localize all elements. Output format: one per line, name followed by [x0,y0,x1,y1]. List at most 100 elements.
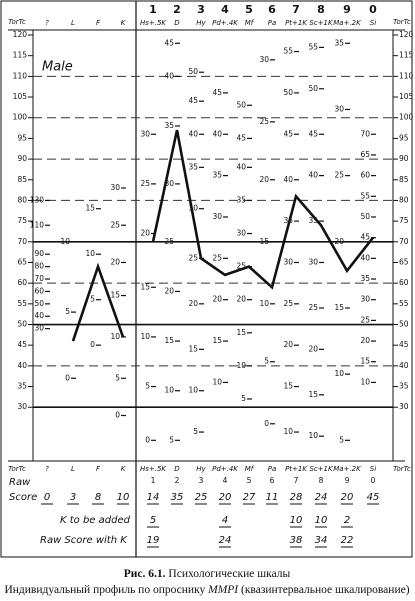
raw-scale-label: 70 [34,274,44,283]
raw-scale-label: 20 [360,336,370,345]
raw-scale-label: 30 [34,324,44,333]
frame [0,0,413,558]
y-tick-label: 115 [13,51,28,60]
score-value: 22 [341,535,354,546]
y-tick-label: 95 [399,133,409,142]
raw-scale-label: 30 [140,129,150,138]
scale-number: 3 [199,476,204,485]
score-value: 4 [222,515,228,526]
raw-scale-label: 25 [188,253,198,262]
raw-scale-label: 5 [169,435,174,444]
column-header: F [96,19,101,27]
raw-scale-label: 40 [164,71,174,80]
raw-scale-label: 50 [34,299,44,308]
column-header: Si [370,19,376,27]
raw-scale-label: 30 [188,204,198,213]
score-value: 27 [243,492,256,503]
raw-scale-label: 30 [360,295,370,304]
scale-number: 7 [292,3,300,16]
y-tick-label: 55 [17,299,27,308]
raw-scale-label: 40 [283,175,293,184]
y-tick-label: 120 [13,30,28,39]
raw-scale-label: 20 [308,344,318,353]
scale-number: 8 [319,476,324,485]
column-header: Pt+1K [285,19,308,27]
raw-scale-label: 20 [236,295,246,304]
raw-scale-label: 55 [283,47,293,56]
raw-scale-label: 0 [145,435,150,444]
y-tick-label: 50 [17,320,27,329]
score-value: 8 [95,492,101,503]
raw-scale-label: 0 [115,411,120,420]
y-tick-label: 80 [399,195,409,204]
axis-label: TorTc [8,465,26,473]
y-tick-label: 70 [17,237,27,246]
raw-scale-label: 5 [145,382,150,391]
y-tick-label: 110 [13,71,28,80]
row-label: K to be added [60,515,131,526]
raw-scale-label: 15 [308,390,318,399]
raw-scale-label: 25 [308,303,318,312]
raw-scale-label: 55 [360,191,370,200]
y-tick-label: 105 [399,92,414,101]
score-value: 10 [117,492,130,503]
raw-scale-label: 50 [308,84,318,93]
column-header: ? [45,19,49,27]
scale-number: 4 [223,476,228,485]
y-tick-label: 60 [17,278,27,287]
y-tick-label: 105 [13,92,28,101]
score-value: 3 [70,492,76,503]
scale-number: 6 [268,3,276,16]
raw-scale-label: 0 [264,419,269,428]
raw-scale-label: 20 [334,237,344,246]
score-value: 10 [315,515,328,526]
raw-scale-label: 60 [34,286,44,295]
column-header: L [71,19,75,27]
raw-scale-label: 5 [241,394,246,403]
raw-scale-label: 20 [110,257,120,266]
raw-scale-label: 15 [164,336,174,345]
raw-scale-label: 0 [90,340,95,349]
raw-scale-label: 30 [110,183,120,192]
column-header: Hy [196,19,206,27]
score-value: 45 [367,492,380,503]
y-tick-label: 90 [17,154,27,163]
raw-scale-label: 35 [188,162,198,171]
raw-scale-label: 25 [360,315,370,324]
caption-text: (квазинтервальное шкалирование) [238,584,410,596]
y-tick-label: 30 [17,402,27,411]
scale-number: 1 [151,476,156,485]
axis-label: TorTc [8,18,26,26]
score-value: 11 [266,492,279,503]
raw-scale-label: 30 [259,55,269,64]
raw-scale-label: 40 [236,162,246,171]
raw-scale-label: 5 [90,295,95,304]
column-header: ? [45,465,49,473]
score-value: 14 [147,492,160,503]
y-tick-label: 35 [399,382,409,391]
raw-scale-label: 15 [236,328,246,337]
column-header: Hs+.5K [140,465,167,473]
raw-scale-label: 10 [360,377,370,386]
score-value: 34 [315,535,328,546]
column-header: Pt+1K [285,465,308,473]
score-value: 24 [315,492,328,503]
axis-label: TorTc [393,18,411,26]
raw-scale-label: 5 [115,373,120,382]
column-header: Ma+.2K [333,465,362,473]
y-tick-label: 85 [399,175,409,184]
column-header: Pd+.4K [212,19,239,27]
raw-scale-label: 15 [110,291,120,300]
raw-scale-label: 10 [110,332,120,341]
raw-scale-label: 15 [360,357,370,366]
score-value: 35 [171,492,184,503]
column-header: Ma+.2K [333,19,362,27]
raw-scale-label: 15 [85,204,95,213]
raw-scale-label: 15 [259,237,269,246]
column-header: K [121,465,127,473]
scale-number: 2 [173,3,181,16]
y-tick-label: 40 [17,361,27,370]
raw-scale-label: 10 [140,332,150,341]
raw-scale-label: 45 [212,88,222,97]
raw-scale-label: 30 [283,257,293,266]
